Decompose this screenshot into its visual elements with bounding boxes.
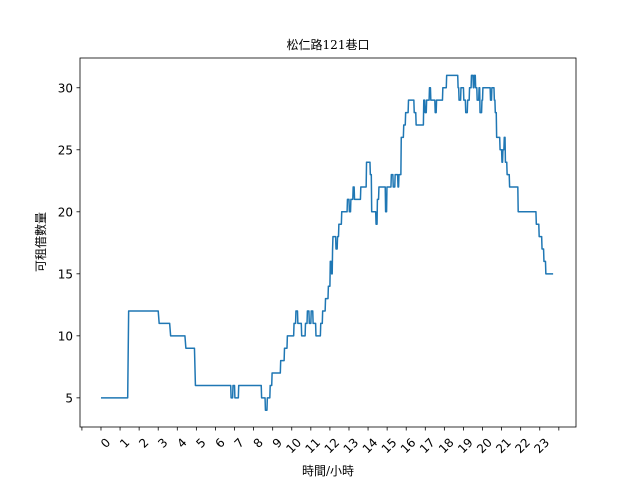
y-tick-label: 25: [58, 143, 73, 157]
x-tick-label: 15: [379, 435, 400, 456]
x-tick-label: 6: [212, 435, 227, 450]
x-tick-label: 14: [360, 435, 381, 456]
x-tick-label: 20: [474, 435, 495, 456]
x-tick-label: 1: [117, 435, 132, 450]
series-line: [100, 74, 554, 412]
x-tick-label: 9: [270, 435, 285, 450]
y-tick-label: 15: [58, 267, 73, 281]
x-tick-label: 3: [155, 435, 170, 450]
x-tick-label: 18: [436, 435, 457, 456]
plot-area: [79, 57, 577, 428]
x-tick-label: 22: [512, 435, 533, 456]
y-tick-label: 20: [58, 205, 73, 219]
x-tick-label: 23: [531, 435, 552, 456]
y-tick-label: 5: [65, 391, 73, 405]
x-tick-label: 0: [98, 435, 113, 450]
x-tick-label: 11: [302, 435, 323, 456]
x-tick-label: 12: [322, 435, 343, 456]
x-axis-label: 時間/小時: [302, 464, 354, 478]
y-axis: 5 10 15 20 25 30: [58, 81, 80, 405]
x-tick-label: 10: [283, 435, 304, 456]
x-tick-label: 19: [455, 435, 476, 456]
x-tick-label: 5: [193, 435, 208, 450]
y-tick-label: 10: [58, 329, 73, 343]
x-tick-label: 16: [398, 435, 419, 456]
y-tick-label: 30: [58, 81, 73, 95]
x-tick-label: 4: [174, 435, 189, 450]
y-axis-label: 可租借數量: [34, 212, 48, 272]
x-tick-label: 21: [493, 435, 514, 456]
x-tick-label: 17: [417, 435, 438, 456]
x-tick-label: 2: [136, 435, 151, 450]
x-tick-label: 8: [251, 435, 266, 450]
x-tick-label: 7: [232, 435, 247, 450]
chart-title: 松仁路121巷口: [287, 37, 370, 52]
x-tick-label: 13: [341, 435, 362, 456]
